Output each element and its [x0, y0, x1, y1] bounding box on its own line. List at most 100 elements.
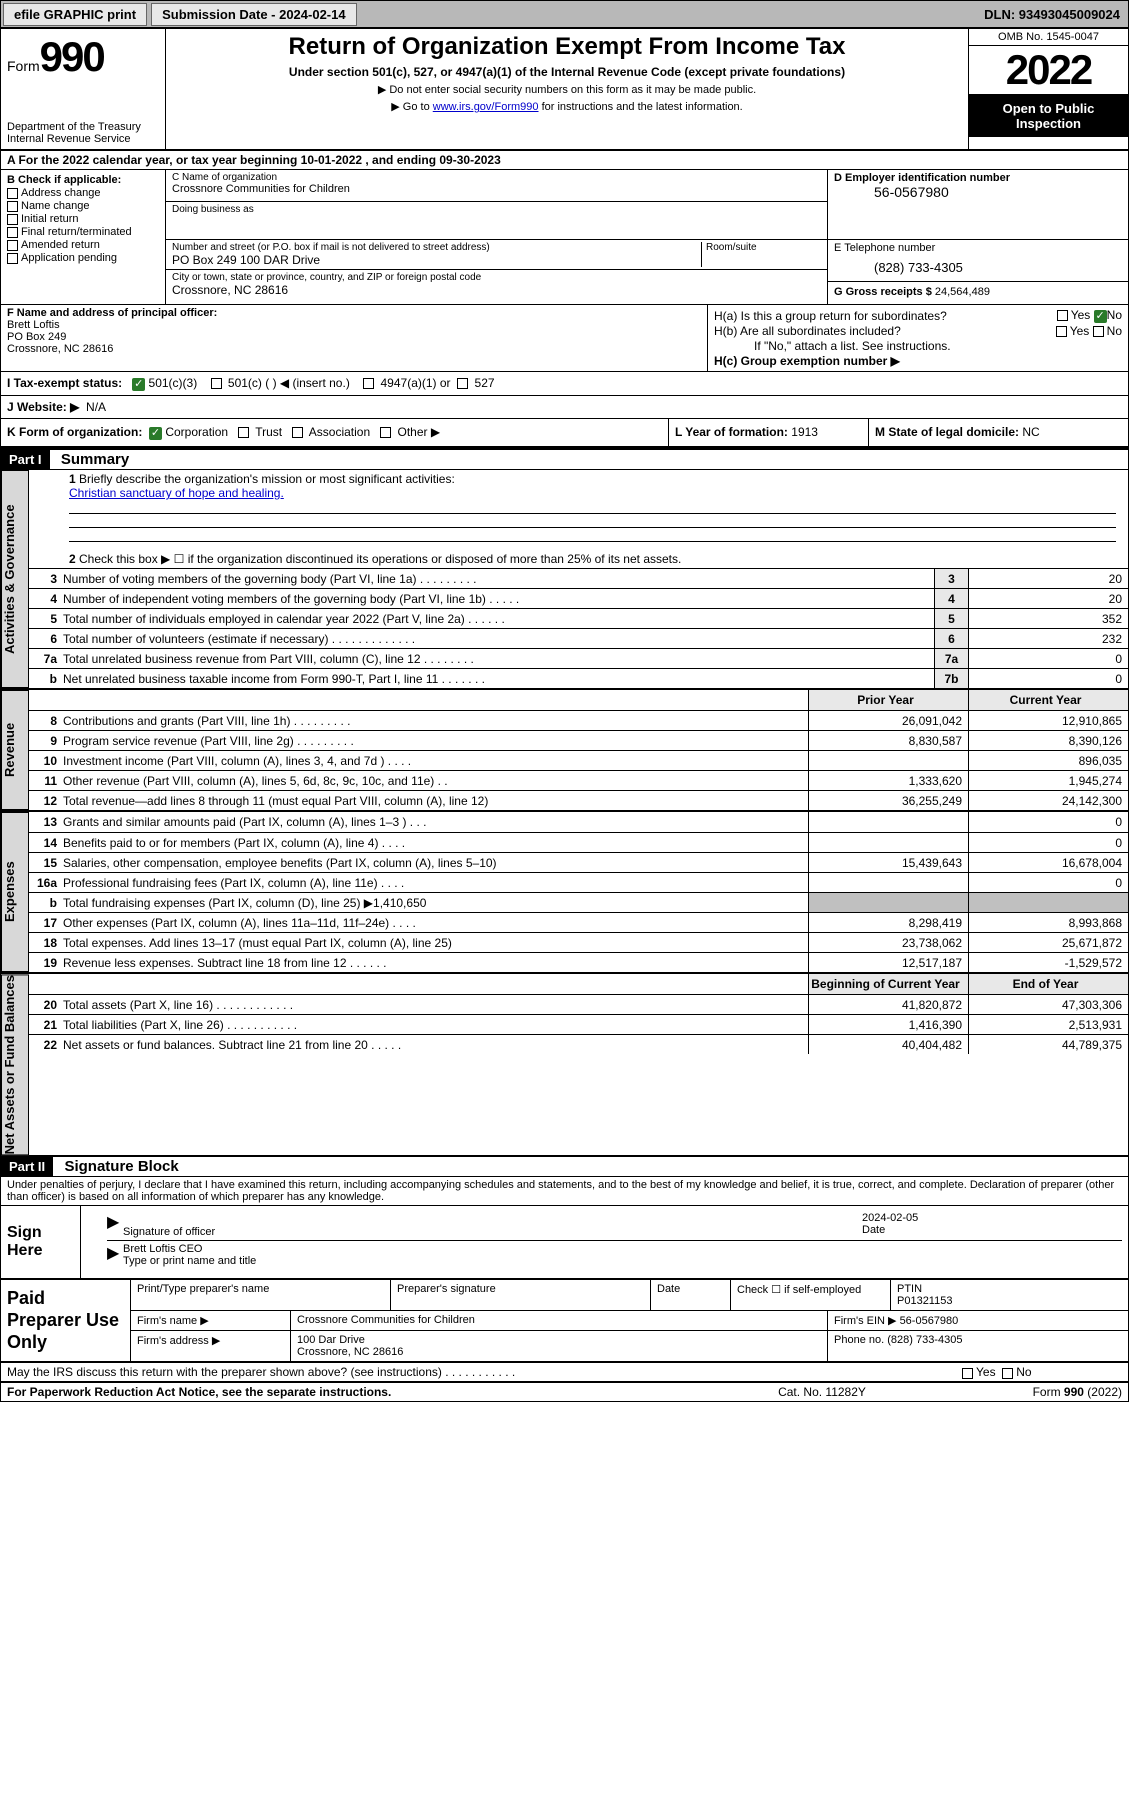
- h-c-label: H(c) Group exemption number ▶: [714, 354, 1122, 368]
- cb-initial-return[interactable]: Initial return: [7, 213, 159, 225]
- h-group: H(a) Is this a group return for subordin…: [708, 305, 1128, 371]
- header-left: Form990 Department of the Treasury Inter…: [1, 29, 166, 149]
- i-501c3: 501(c)(3): [149, 376, 198, 390]
- row-address: Number and street (or P.O. box if mail i…: [166, 240, 1128, 304]
- h-a-label: H(a) Is this a group return for subordin…: [714, 309, 1057, 323]
- dept-label: Department of the Treasury: [7, 121, 159, 133]
- firm-ein: 56-0567980: [900, 1315, 959, 1327]
- ein-label: D Employer identification number: [834, 172, 1122, 184]
- line-16a: 16aProfessional fundraising fees (Part I…: [29, 872, 1128, 892]
- check-icon: ✓: [132, 378, 145, 391]
- irs-link[interactable]: www.irs.gov/Form990: [433, 101, 539, 113]
- firm-phone: (828) 733-4305: [887, 1334, 962, 1346]
- submission-date-button[interactable]: Submission Date - 2024-02-14: [151, 3, 357, 26]
- row-f-h: F Name and address of principal officer:…: [1, 305, 1128, 372]
- line-6: 6Total number of volunteers (estimate if…: [29, 628, 1128, 648]
- i-527: 527: [475, 376, 495, 390]
- f-label: F Name and address of principal officer:: [7, 307, 701, 319]
- org-name-field: C Name of organization Crossnore Communi…: [166, 170, 828, 239]
- tab-revenue: Revenue: [1, 690, 29, 810]
- form-subtitle: Under section 501(c), 527, or 4947(a)(1)…: [172, 65, 962, 79]
- cb-name-change[interactable]: Name change: [7, 200, 159, 212]
- line-20: 20Total assets (Part X, line 16) . . . .…: [29, 994, 1128, 1014]
- phone-label: E Telephone number: [834, 242, 1122, 254]
- city-value: Crossnore, NC 28616: [172, 283, 821, 297]
- i-4947: 4947(a)(1) or: [381, 376, 451, 390]
- b-label: B Check if applicable:: [7, 174, 159, 186]
- firm-name: Crossnore Communities for Children: [291, 1311, 828, 1330]
- row-i: I Tax-exempt status: ✓ 501(c)(3) 501(c) …: [1, 372, 1128, 396]
- phone-value: (828) 733-4305: [834, 254, 1122, 275]
- row-j: J Website: ▶ N/A: [1, 396, 1128, 419]
- l1-label: Briefly describe the organization's miss…: [79, 472, 455, 486]
- prep-sig-label: Preparer's signature: [391, 1280, 651, 1310]
- city-label: City or town, state or province, country…: [172, 272, 821, 283]
- paid-preparer-block: Paid Preparer Use Only Print/Type prepar…: [1, 1280, 1128, 1363]
- room-label: Room/suite: [701, 242, 821, 267]
- check-icon: ✓: [1094, 310, 1107, 323]
- cb-final-return[interactable]: Final return/terminated: [7, 226, 159, 238]
- part1-bar: Part I Summary: [1, 448, 1128, 470]
- i-501c: 501(c) ( ) ◀ (insert no.): [228, 376, 350, 390]
- paid-preparer-fields: Print/Type preparer's name Preparer's si…: [131, 1280, 1128, 1361]
- k-label: K Form of organization:: [7, 425, 142, 439]
- row-k: K Form of organization: ✓ Corporation Tr…: [1, 419, 1128, 446]
- efile-print-button[interactable]: efile GRAPHIC print: [3, 3, 147, 26]
- line-13: 13Grants and similar amounts paid (Part …: [29, 812, 1128, 832]
- officer-addr1: PO Box 249: [7, 331, 701, 343]
- j-label: J Website: ▶: [7, 400, 79, 414]
- topbar: efile GRAPHIC print Submission Date - 20…: [0, 0, 1129, 28]
- form-label: Form: [7, 58, 40, 74]
- fhijk-left: F Name and address of principal officer:…: [1, 305, 1128, 446]
- line-11: 11Other revenue (Part VIII, column (A), …: [29, 770, 1128, 790]
- sign-here-block: Sign Here ▶ Signature of officer 2024-02…: [1, 1206, 1128, 1280]
- form-number: 990: [40, 33, 104, 80]
- line-5: 5Total number of individuals employed in…: [29, 608, 1128, 628]
- firm-addr2: Crossnore, NC 28616: [297, 1346, 403, 1358]
- form-header: Form990 Department of the Treasury Inter…: [1, 29, 1128, 151]
- ein-field: D Employer identification number 56-0567…: [828, 170, 1128, 239]
- part1-label: Part I: [1, 450, 50, 469]
- may-irs-text: May the IRS discuss this return with the…: [7, 1365, 962, 1379]
- may-irs-row: May the IRS discuss this return with the…: [1, 1363, 1128, 1383]
- firm-ein-label: Firm's EIN ▶: [834, 1315, 897, 1327]
- line-7b: bNet unrelated business taxable income f…: [29, 668, 1128, 688]
- firm-phone-label: Phone no.: [834, 1334, 884, 1346]
- arrow-icon: ▶: [107, 1212, 123, 1238]
- ptin-value: P01321153: [897, 1295, 952, 1307]
- check-icon: ✓: [149, 427, 162, 440]
- open-to-public: Open to Public Inspection: [969, 95, 1128, 137]
- row-name-ein: C Name of organization Crossnore Communi…: [166, 170, 1128, 240]
- org-name: Crossnore Communities for Children: [172, 183, 821, 195]
- prep-self-label: Check ☐ if self-employed: [731, 1280, 891, 1310]
- name-title-label: Type or print name and title: [123, 1255, 1122, 1267]
- sig-officer-label: Signature of officer: [123, 1226, 862, 1238]
- line-22: 22Net assets or fund balances. Subtract …: [29, 1034, 1128, 1054]
- header-right: OMB No. 1545-0047 2022 Open to Public In…: [968, 29, 1128, 149]
- mission-link[interactable]: Christian sanctuary of hope and healing.: [69, 486, 284, 500]
- block-fhijk: F Name and address of principal officer:…: [1, 305, 1128, 448]
- form-990: Form990 Department of the Treasury Inter…: [0, 28, 1129, 1402]
- cb-app-pending[interactable]: Application pending: [7, 252, 159, 264]
- footer: For Paperwork Reduction Act Notice, see …: [1, 1383, 1128, 1401]
- prep-date-label: Date: [651, 1280, 731, 1310]
- note-link: ▶ Go to www.irs.gov/Form990 for instruct…: [172, 100, 962, 113]
- footer-form: Form 990 (2022): [922, 1385, 1122, 1399]
- cb-amended-return[interactable]: Amended return: [7, 239, 159, 251]
- line-19: 19Revenue less expenses. Subtract line 1…: [29, 952, 1128, 972]
- j-value: N/A: [86, 400, 106, 414]
- firm-addr1: 100 Dar Drive: [297, 1334, 365, 1346]
- dba-label: Doing business as: [172, 204, 821, 215]
- col-b-checkboxes: B Check if applicable: Address change Na…: [1, 170, 166, 304]
- officer-name: Brett Loftis: [7, 319, 701, 331]
- street-row: Number and street (or P.O. box if mail i…: [166, 240, 827, 270]
- omb-number: OMB No. 1545-0047: [969, 29, 1128, 46]
- line-21: 21Total liabilities (Part X, line 26) . …: [29, 1014, 1128, 1034]
- i-label: I Tax-exempt status:: [7, 376, 122, 390]
- cb-address-change[interactable]: Address change: [7, 187, 159, 199]
- paid-preparer-label: Paid Preparer Use Only: [1, 1280, 131, 1361]
- line-18: 18Total expenses. Add lines 13–17 (must …: [29, 932, 1128, 952]
- street-value: PO Box 249 100 DAR Drive: [172, 253, 701, 267]
- sign-fields: ▶ Signature of officer 2024-02-05Date ▶ …: [81, 1206, 1128, 1278]
- section-revenue: Revenue Prior YearCurrent Year 8Contribu…: [1, 690, 1128, 812]
